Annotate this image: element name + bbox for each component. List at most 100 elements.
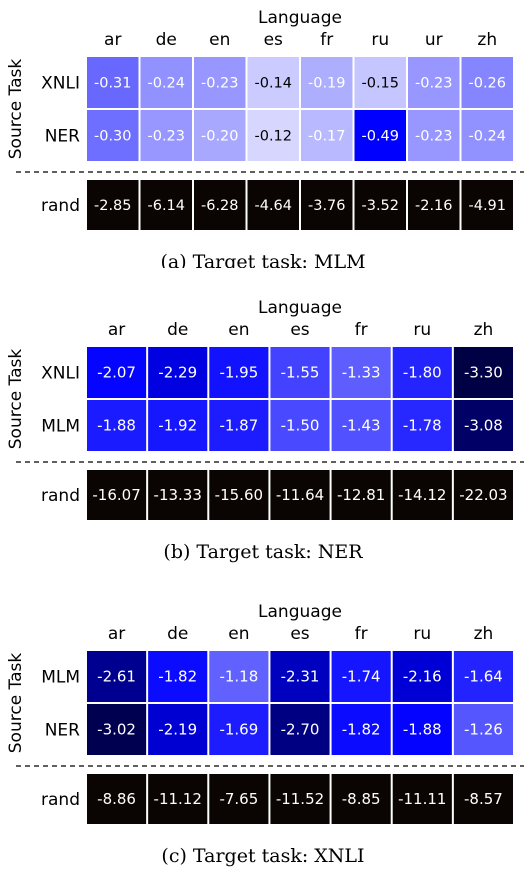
cell-ner-ar [87,110,139,161]
cell-value-ner-en: -1.69 [219,721,258,739]
cell-xnli-zh [461,57,513,108]
cell-value-mlm-fr: -1.74 [342,668,381,686]
column-label-es: es [290,320,309,340]
cell-value-rand-ar: -8.86 [97,790,136,808]
cell-xnli-fr [301,57,353,108]
chart-caption: (a) Target task: MLM [160,251,365,268]
cell-rand-es [247,180,299,230]
cell-rand-zh [461,180,513,230]
cell-ner-es [247,110,299,161]
cell-xnli-ru [392,347,452,398]
cell-ner-de [140,110,192,161]
cell-mlm-ru [392,651,452,702]
cell-ner-fr [301,110,353,161]
cell-rand-ur [408,180,460,230]
row-label-xnli: XNLI [41,74,80,94]
cell-value-xnli-de: -2.29 [158,364,197,382]
cell-value-xnli-ru: -1.80 [403,364,442,382]
cell-value-rand-ur: -2.16 [415,198,453,214]
cell-mlm-fr [331,400,391,451]
cell-value-mlm-fr: -1.43 [342,417,381,435]
cell-xnli-ar [87,347,147,398]
cell-rand-zh [453,774,513,824]
cell-mlm-es [270,651,330,702]
cell-value-ner-fr: -0.17 [308,129,346,145]
cell-ner-zh [453,704,513,755]
cell-ner-es [270,704,330,755]
cell-rand-en [194,180,246,230]
cell-rand-fr [331,470,391,520]
column-label-zh: zh [474,624,494,644]
cell-rand-fr [331,774,391,824]
cell-value-rand-ar: -2.85 [94,198,132,214]
cell-value-ner-ru: -0.49 [361,129,399,145]
cell-value-ner-ar: -3.02 [97,721,136,739]
cell-value-rand-fr: -3.76 [308,198,346,214]
cell-mlm-es [270,400,330,451]
cell-value-mlm-en: -1.18 [219,668,258,686]
cell-rand-zh [453,470,513,520]
heatmap-ner: Language ar de en es fr ru zh Source Task XNLI -2.… [6,298,524,563]
cell-value-xnli-de: -0.24 [147,76,185,92]
cell-rand-de [148,470,208,520]
cell-value-mlm-de: -1.82 [158,668,197,686]
y-axis-label: Source Task [6,653,26,754]
cell-rand-ru [392,470,452,520]
cell-value-mlm-ru: -2.16 [403,668,442,686]
cell-value-mlm-zh: -1.64 [464,668,503,686]
cell-xnli-es [247,57,299,108]
column-label-es: es [264,30,283,50]
cell-ner-de [148,704,208,755]
column-label-de: de [167,320,188,340]
row-label-ner: NER [45,127,80,147]
row-label-rand: rand [41,196,80,216]
row-label-rand: rand [41,790,80,810]
chart-caption: (c) Target task: XNLI [161,845,364,867]
heatmap-xnli: Language ar de en es fr ru zh Source Task MLM -2.6… [6,602,524,867]
row-label-xnli: XNLI [41,364,80,384]
column-label-es: es [290,624,309,644]
cell-value-ner-ar: -0.30 [94,129,132,145]
cell-mlm-en [209,400,269,451]
cell-value-ner-ru: -1.88 [403,721,442,739]
row-label-mlm: MLM [41,668,80,688]
cell-rand-es [270,470,330,520]
cell-xnli-ar [87,57,139,108]
cell-value-rand-es: -11.64 [276,486,324,504]
cell-value-rand-zh: -22.03 [459,486,507,504]
cell-value-xnli-en: -1.95 [219,364,258,382]
cell-value-ner-es: -2.70 [281,721,320,739]
cell-value-rand-zh: -4.91 [468,198,506,214]
cell-value-mlm-de: -1.92 [158,417,197,435]
cell-value-rand-en: -7.65 [219,790,258,808]
cell-value-rand-fr: -8.85 [342,790,381,808]
row-label-mlm: MLM [41,417,80,437]
column-label-ur: ur [425,30,443,50]
cell-value-xnli-zh: -0.26 [468,76,506,92]
cell-value-mlm-ar: -2.61 [97,668,136,686]
cell-value-rand-fr: -12.81 [337,486,385,504]
cell-xnli-ur [408,57,460,108]
cell-mlm-de [148,651,208,702]
cell-value-xnli-ar: -2.07 [97,364,136,382]
cell-xnli-de [140,57,192,108]
cell-value-mlm-ar: -1.88 [97,417,136,435]
cell-value-rand-en: -15.60 [215,486,263,504]
cell-value-xnli-fr: -1.33 [342,364,381,382]
y-axis-label: Source Task [6,349,26,450]
cell-value-mlm-es: -2.31 [281,668,320,686]
cell-rand-ru [392,774,452,824]
cell-value-ner-de: -2.19 [158,721,197,739]
cell-value-ner-fr: -1.82 [342,721,381,739]
column-label-ru: ru [413,624,431,644]
cell-ner-ru [392,704,452,755]
column-label-fr: fr [355,624,368,644]
column-label-zh: zh [474,320,494,340]
cell-rand-fr [301,180,353,230]
cell-mlm-fr [331,651,391,702]
cell-rand-de [140,180,192,230]
cell-value-rand-ru: -3.52 [361,198,399,214]
cell-value-rand-de: -6.14 [147,198,185,214]
cell-value-mlm-en: -1.87 [219,417,258,435]
